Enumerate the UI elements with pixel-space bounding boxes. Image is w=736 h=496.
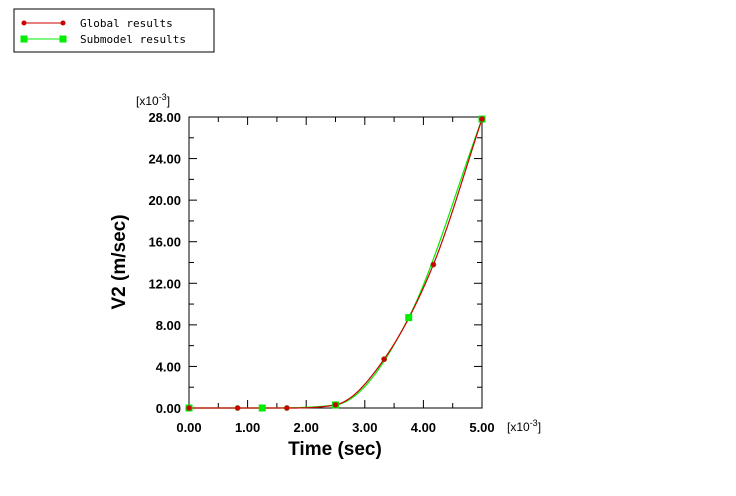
y-tick-label: 20.00 (148, 193, 181, 208)
legend-marker-submodel (20, 35, 28, 43)
data-point-global-results (381, 356, 388, 363)
plot-area-frame (188, 116, 483, 409)
y-tick-labels: 0.00 4.00 8.00 12.00 16.00 20.00 24.00 28.00 (148, 110, 181, 416)
legend-marker-global (21, 20, 27, 26)
legend-box (13, 8, 215, 53)
x-multiplier: [x10-3] (507, 418, 541, 434)
x-tick-label: 4.00 (411, 420, 436, 435)
x-tick-label: 2.00 (294, 420, 319, 435)
data-point-global-results (186, 405, 192, 411)
legend-marker-submodel (59, 35, 67, 43)
data-point-submodel-results (405, 314, 413, 322)
data-point-global-results (332, 401, 339, 408)
data-point-submodel-results (258, 404, 266, 412)
series-markers (185, 115, 486, 412)
y-tick-label: 4.00 (156, 359, 181, 374)
x-tick-label: 5.00 (469, 420, 494, 435)
y-tick-label: 8.00 (156, 318, 181, 333)
y-tick-label: 28.00 (148, 110, 181, 125)
series-lines (189, 118, 483, 409)
series-line-global-results (189, 118, 483, 409)
x-tick-label: 0.00 (176, 420, 201, 435)
x-tick-label: 3.00 (352, 420, 377, 435)
x-axis-title: Time (sec) (288, 439, 382, 460)
y-tick-label: 0.00 (156, 401, 181, 416)
legend-entry-global: Global results (21, 17, 173, 30)
legend-entry-submodel: Submodel results (20, 33, 186, 46)
data-point-global-results (234, 405, 241, 411)
legend-marker-global (60, 20, 66, 26)
data-point-global-results (283, 405, 290, 411)
legend-label-submodel: Submodel results (80, 33, 186, 46)
y-tick-label: 24.00 (148, 152, 181, 167)
y-multiplier: [x10-3] (136, 92, 170, 108)
legend-label-global: Global results (80, 17, 173, 30)
series-line-submodel-results (189, 118, 483, 409)
axis-ticks (188, 116, 483, 409)
legend: Global results Submodel results (13, 8, 215, 53)
y-axis-title: V2 (m/sec) (109, 214, 130, 309)
x-tick-label: 1.00 (235, 420, 260, 435)
y-tick-label: 12.00 (148, 276, 181, 291)
x-tick-labels: 0.00 1.00 2.00 3.00 4.00 5.00 (176, 420, 494, 435)
data-point-global-results (430, 261, 437, 268)
y-tick-label: 16.00 (148, 235, 181, 250)
data-point-global-results (479, 116, 485, 122)
